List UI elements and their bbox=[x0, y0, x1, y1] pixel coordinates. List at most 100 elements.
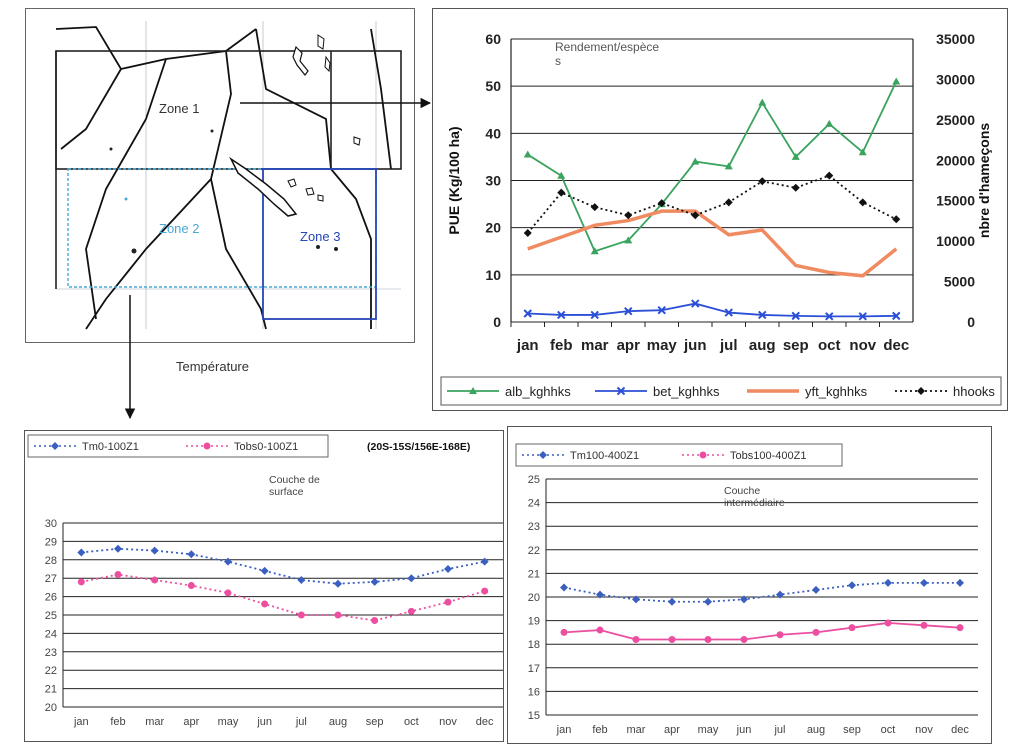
x-tick-label: feb bbox=[550, 337, 573, 354]
data-point bbox=[370, 577, 379, 586]
data-point-alb_kghhks bbox=[791, 152, 800, 160]
data-point-alb_kghhks bbox=[691, 157, 700, 165]
data-point bbox=[596, 590, 604, 599]
y-tick-label: 24 bbox=[45, 628, 57, 640]
temperature-label: Température bbox=[176, 359, 249, 374]
data-point-alb_kghhks bbox=[523, 150, 532, 158]
y2-tick-label: 35000 bbox=[936, 31, 975, 47]
eez-line bbox=[85, 58, 167, 320]
data-point-bet_kghhks bbox=[791, 311, 800, 321]
y-tick-label: 30 bbox=[485, 173, 501, 189]
legend-marker bbox=[203, 442, 211, 450]
data-point bbox=[334, 611, 342, 619]
data-point-alb_kghhks bbox=[825, 119, 834, 127]
x-tick-label: jun bbox=[683, 337, 707, 354]
data-point bbox=[740, 595, 748, 604]
data-point bbox=[704, 597, 712, 606]
island-loyalty bbox=[317, 194, 324, 202]
data-point bbox=[444, 598, 452, 606]
data-point bbox=[668, 597, 676, 606]
x-tick-label: aug bbox=[329, 716, 347, 728]
x-tick-label: oct bbox=[404, 716, 419, 728]
island-vanuatu bbox=[292, 45, 309, 76]
data-point-hhooks bbox=[892, 215, 901, 224]
x-tick-label: may bbox=[218, 716, 239, 728]
eez-line bbox=[330, 168, 372, 329]
island-dot bbox=[124, 197, 128, 201]
data-point-hhooks bbox=[523, 229, 532, 238]
y-tick-label: 16 bbox=[528, 686, 540, 698]
data-point bbox=[334, 579, 342, 588]
chart-title: s bbox=[555, 54, 561, 68]
x-tick-label: may bbox=[698, 724, 719, 736]
data-point bbox=[632, 595, 640, 604]
data-point-bet_kghhks bbox=[858, 312, 867, 321]
data-point bbox=[812, 628, 820, 636]
x-tick-label: jan bbox=[516, 337, 539, 354]
data-point bbox=[261, 600, 269, 608]
data-point bbox=[480, 557, 489, 566]
chart-title: Couche bbox=[724, 485, 760, 497]
chart-title: surface bbox=[269, 486, 304, 498]
y-tick-label: 17 bbox=[528, 663, 540, 675]
island-loyalty bbox=[287, 178, 297, 188]
y2-axis-label: nbre d'hameçons bbox=[976, 123, 992, 239]
legend-label: Tm0-100Z1 bbox=[82, 441, 139, 453]
data-point bbox=[77, 578, 85, 586]
island-vanuatu bbox=[317, 34, 325, 50]
island-loyalty bbox=[305, 187, 315, 196]
data-point bbox=[297, 611, 305, 619]
data-point-alb_kghhks bbox=[892, 77, 901, 85]
y-tick-label: 20 bbox=[528, 592, 540, 604]
chart-title: intermédiaire bbox=[724, 497, 785, 509]
y2-tick-label: 0 bbox=[967, 314, 975, 330]
chart-title: Rendement/espèce bbox=[555, 40, 659, 54]
x-tick-label: jan bbox=[556, 724, 572, 736]
x-tick-label: apr bbox=[664, 724, 680, 736]
data-point-hhooks bbox=[691, 211, 700, 220]
legend-label: Tobs100-400Z1 bbox=[730, 450, 806, 462]
zone-map: Zone 1 Zone 2 Zone 3 bbox=[25, 8, 415, 343]
data-point bbox=[481, 587, 489, 595]
island-dot bbox=[316, 245, 320, 249]
y-tick-label: 19 bbox=[528, 616, 540, 628]
legend-box bbox=[440, 376, 1002, 406]
data-point-bet_kghhks bbox=[758, 310, 767, 320]
y-tick-label: 50 bbox=[485, 78, 501, 94]
y-tick-label: 26 bbox=[45, 592, 57, 604]
legend-marker bbox=[469, 387, 477, 394]
x-tick-label: apr bbox=[617, 337, 641, 354]
island bbox=[353, 136, 361, 146]
series-line bbox=[563, 622, 961, 641]
data-point-hhooks bbox=[590, 203, 599, 212]
series-line bbox=[81, 573, 485, 622]
y-tick-label: 24 bbox=[528, 498, 540, 510]
eez-line bbox=[60, 68, 122, 150]
x-tick-label: oct bbox=[818, 337, 841, 354]
x-tick-label: jun bbox=[736, 724, 752, 736]
eez-line bbox=[210, 178, 267, 330]
x-tick-label: jul bbox=[295, 716, 307, 728]
y-tick-label: 28 bbox=[45, 555, 57, 567]
y-tick-label: 40 bbox=[485, 125, 501, 141]
eez-line bbox=[370, 28, 392, 170]
y-tick-label: 15 bbox=[528, 710, 540, 722]
x-tick-label: jul bbox=[773, 724, 785, 736]
data-point-bet_kghhks bbox=[691, 299, 700, 308]
intermediate-temperature-chart-svg: 15 16 17 18 19 20 21 22 23 24 25 jan feb mar apr may jun… bbox=[515, 443, 978, 736]
x-tick-label: oct bbox=[881, 724, 896, 736]
y-tick-label: 25 bbox=[528, 474, 540, 486]
data-point-hhooks bbox=[825, 171, 834, 180]
legend-box bbox=[27, 434, 329, 458]
y-tick-label: 20 bbox=[45, 702, 57, 714]
data-point bbox=[956, 624, 964, 632]
data-point bbox=[596, 626, 604, 634]
data-point-alb_kghhks bbox=[758, 98, 767, 106]
x-tick-label: feb bbox=[110, 716, 125, 728]
data-point bbox=[668, 635, 676, 643]
eez-line bbox=[255, 28, 332, 170]
data-point bbox=[77, 548, 86, 557]
x-tick-label: mar bbox=[627, 724, 646, 736]
data-point-bet_kghhks bbox=[624, 306, 633, 316]
y2-tick-label: 10000 bbox=[936, 233, 975, 249]
